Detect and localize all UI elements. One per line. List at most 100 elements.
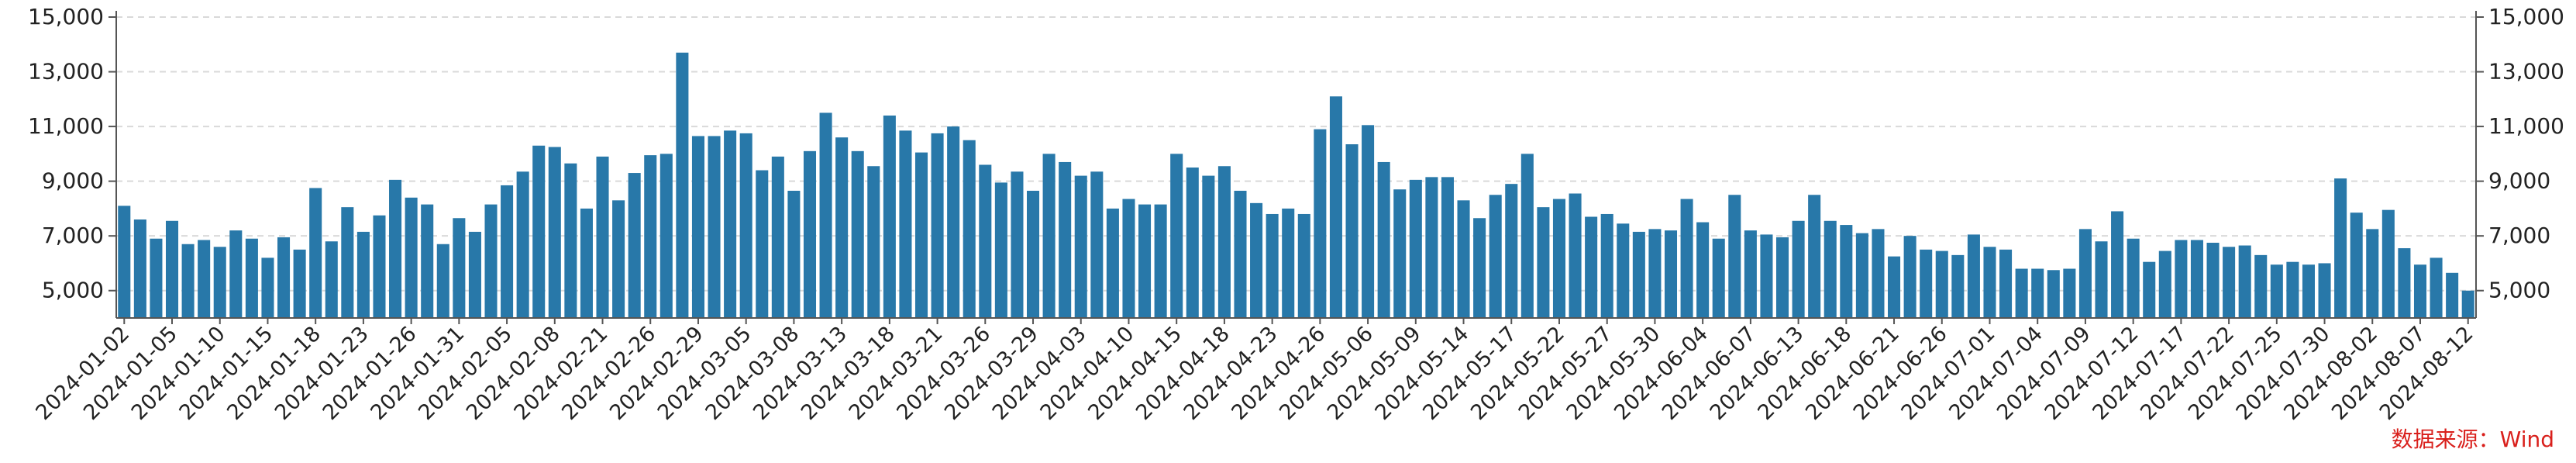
bar [1250,202,1263,318]
axes [108,11,2484,324]
bar [1473,218,1486,318]
bar [1090,171,1104,318]
y-axis-right-labels: 5,000 7,000 9,000 11,000 13,000 15,000 [2488,4,2564,303]
bar [2270,264,2283,318]
bar [309,188,322,318]
bar [1154,204,1167,318]
bar [564,163,577,318]
bar [1011,171,1024,318]
y-tick-label-right: 15,000 [2488,4,2564,29]
bar [1808,195,1821,318]
bar [2366,229,2379,318]
bar [1617,223,1630,318]
y-axis-left-labels: 5,000 7,000 9,000 11,000 13,000 15,000 [28,4,104,303]
bar [1760,234,1773,318]
bar [787,190,801,318]
bar [2047,270,2060,318]
bar [245,238,258,318]
bar [229,230,243,318]
bar [1266,213,1279,318]
bar [2318,263,2331,318]
bar [2446,272,2459,318]
bar [644,155,657,318]
bar [548,147,561,318]
bar [261,257,274,318]
bar [453,218,466,318]
bar [1888,256,1901,318]
bar [756,170,769,318]
bar [1775,237,1789,318]
bar [1217,166,1231,318]
bar [2302,264,2315,318]
bar [1872,229,1885,318]
y-tick-label-left: 11,000 [28,113,104,139]
bar [2063,268,2076,318]
y-tick-label-right: 7,000 [2488,223,2550,248]
bar [947,126,960,318]
bar [1122,199,1135,318]
bar [1106,208,1119,318]
bar [165,220,179,318]
bar [421,204,434,318]
bar [1967,234,1980,318]
bar [1520,154,1534,318]
bar [2095,241,2108,318]
bar [1457,200,1470,318]
bar [356,231,370,318]
bar [1074,175,1087,318]
bar [1664,230,1678,318]
bar [1297,213,1310,318]
bar [213,247,226,318]
bar [516,171,529,318]
bar [373,215,386,318]
bar [914,152,928,318]
bar [1744,230,1757,318]
y-tick-label-left: 5,000 [42,278,104,303]
bar [1505,184,1518,318]
bar [198,240,211,318]
bar [293,249,306,318]
bar [1585,216,1598,318]
bar [994,182,1007,318]
bar [2238,245,2251,318]
bar [1489,195,1502,318]
bar [181,244,195,318]
bar [899,130,912,318]
y-tick-label-right: 5,000 [2488,278,2550,303]
bar [2143,261,2156,318]
bar [1042,154,1056,318]
bar [1552,199,1565,318]
bar [501,185,514,318]
bar [1329,96,1342,318]
bar [1840,225,1853,318]
bar [1138,204,1152,318]
bar [1186,168,1199,318]
bar [277,237,291,318]
bar [596,156,609,318]
bar [2350,212,2363,318]
bar [405,197,418,318]
bar [835,137,849,318]
bar-series [118,52,2474,319]
bar [963,140,976,318]
bar [1314,129,1327,318]
bar [979,164,992,318]
bar [1935,251,1948,318]
x-axis-labels: 2024-01-022024-01-052024-01-102024-01-15… [31,322,2478,425]
bar [133,219,146,318]
bar [2175,240,2188,318]
bar [1409,179,1422,318]
bar [2413,264,2427,318]
bar [1903,236,1917,318]
bar [468,231,481,318]
y-tick-label-left: 13,000 [28,59,104,85]
bar [1999,249,2013,318]
y-tick-label-right: 11,000 [2488,113,2564,139]
bar [867,166,880,318]
bar [612,200,625,318]
bar [2078,229,2092,318]
bar [580,208,593,318]
bar [1425,177,1438,318]
bar [1648,229,1662,318]
bar [2190,240,2203,318]
